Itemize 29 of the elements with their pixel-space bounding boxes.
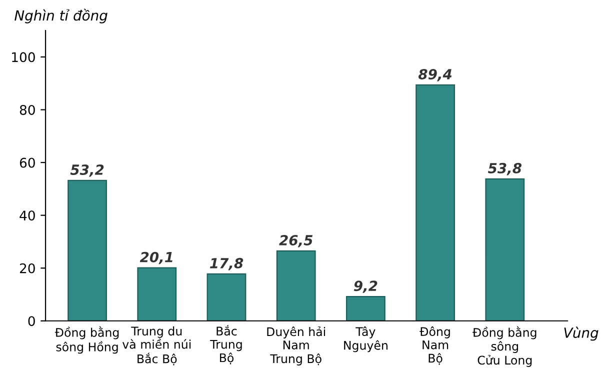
y-tick-label: 0 xyxy=(28,316,35,326)
x-tick-label: Đồng bằng sông Hồng xyxy=(54,326,119,354)
bar xyxy=(346,296,386,321)
y-tick-label: 100 xyxy=(12,52,35,62)
data-label: 26,5 xyxy=(279,234,313,248)
bar xyxy=(206,273,246,321)
x-tick-label: Đồng bằng sông Cửu Long xyxy=(472,326,536,367)
x-tick-label: Trung du và miền núi Bắc Bộ xyxy=(122,326,191,366)
y-tick-label: 60 xyxy=(20,158,35,168)
data-label: 53,8 xyxy=(488,162,522,176)
x-tick-label: Tây Nguyên xyxy=(344,326,388,352)
data-label: 9,2 xyxy=(354,280,378,293)
data-label: 89,4 xyxy=(418,68,452,82)
bar xyxy=(416,84,455,321)
x-tick-label: Bắc Trung Bộ xyxy=(210,325,242,364)
bar xyxy=(485,178,525,321)
y-tick-label: 40 xyxy=(20,210,35,221)
y-axis-title: Nghìn tỉ đồng xyxy=(14,8,108,24)
x-tick-label: Đông Nam Bộ xyxy=(420,326,450,365)
y-tick-label: 80 xyxy=(20,104,35,115)
y-tick-label: 20 xyxy=(20,263,35,274)
bar xyxy=(276,250,316,321)
bar xyxy=(68,180,107,321)
x-tick-label: Duyên hải Nam Trung Bộ xyxy=(267,326,326,366)
bar xyxy=(137,267,177,321)
data-label: 53,2 xyxy=(70,164,104,177)
x-axis-title: Vùng xyxy=(564,326,598,341)
data-label: 17,8 xyxy=(210,258,244,270)
data-label: 20,1 xyxy=(140,252,172,264)
